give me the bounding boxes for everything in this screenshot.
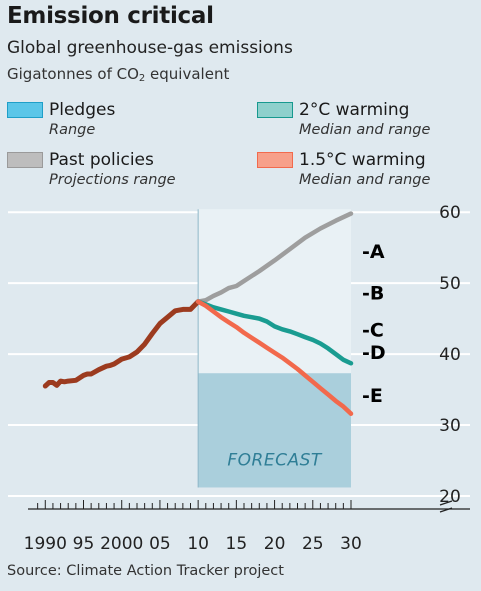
legend-swatch-past-policies [7, 152, 43, 168]
unit-subscript: 2 [138, 73, 146, 84]
annotations: -A -B -C-D -E [362, 241, 386, 407]
legend-name-2c-warming: 2°C warming [299, 100, 410, 120]
annotation-a: -A [362, 241, 385, 263]
unit-label: Gigatonnes of CO2 equivalent [7, 65, 229, 84]
legend-swatch-pledges [7, 102, 43, 118]
legend-desc-15c-warming: Median and range [299, 172, 431, 188]
source-note: Source: Climate Action Tracker project [7, 563, 284, 579]
x-tick-label-2015: 15 [226, 534, 248, 554]
annotation-b: -B [362, 282, 384, 304]
y-tick-label-60: 60 [439, 203, 461, 223]
series-line-2 [195, 299, 354, 366]
unit-prefix: Gigatonnes of CO [7, 65, 139, 83]
axis-break-marker [439, 500, 453, 513]
series-line-3 [195, 299, 354, 416]
legend-name-pledges: Pledges [49, 100, 116, 120]
y-tick-label-40: 40 [439, 345, 461, 365]
annotation-e: -E [362, 385, 383, 407]
legend-desc-past-policies: Projections range [49, 172, 176, 188]
x-tick-label-2020: 20 [264, 534, 286, 554]
x-tick-label-1990: 1990 [24, 534, 67, 554]
series-line-0 [42, 299, 201, 389]
forecast-label: FORECAST [227, 450, 323, 470]
unit-suffix: equivalent [145, 65, 230, 83]
legend-desc-pledges: Range [49, 122, 96, 138]
x-tick-label-2010: 10 [187, 534, 209, 554]
legend-name-past-policies: Past policies [49, 150, 154, 170]
x-tick-label-2000: 2000 [100, 534, 143, 554]
legend-desc-2c-warming: Median and range [299, 122, 431, 138]
chart-subtitle: Global greenhouse-gas emissions [7, 38, 293, 58]
x-tick-label-2005: 05 [149, 534, 171, 554]
legend-name-15c-warming: 1.5°C warming [299, 150, 426, 170]
y-tick-label-20: 20 [439, 487, 461, 507]
chart-title: Emission critical [7, 3, 214, 29]
series-lines [42, 211, 354, 416]
y-tick-label-50: 50 [439, 274, 461, 294]
annotation-d: -D [362, 342, 386, 364]
x-tick-label-2030: 30 [340, 534, 362, 554]
x-tick-label-2025: 25 [302, 534, 324, 554]
annotation-c: -C [362, 319, 384, 341]
x-tick-label-1995: 95 [73, 534, 95, 554]
series-line-1 [195, 211, 354, 304]
y-tick-label-30: 30 [439, 416, 461, 436]
legend-swatch-15c-warming [257, 152, 293, 168]
axes: 20 30 40 50 60 1990 95 2000 05 10 15 20 25 30 [24, 203, 470, 554]
legend-swatch-2c-warming [257, 102, 293, 118]
